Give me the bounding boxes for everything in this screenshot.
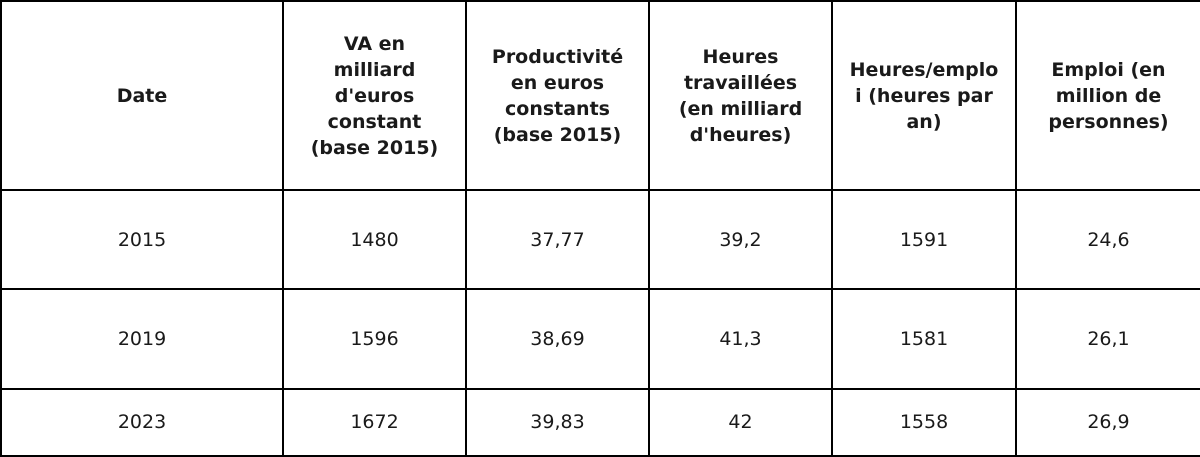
header-row: Date VA en milliard d'euros constant (ba…: [0, 0, 1200, 191]
cell-productivite: 37,77: [465, 188, 650, 291]
cell-heures-travaillees: 42: [648, 387, 833, 457]
cell-va: 1596: [282, 288, 467, 390]
cell-emploi: 26,9: [1015, 387, 1200, 457]
header-productivite: Productivité en euros constants (base 20…: [465, 0, 650, 191]
header-date: Date: [0, 0, 284, 191]
cell-emploi: 24,6: [1015, 188, 1200, 291]
cell-heures-travaillees: 41,3: [648, 288, 833, 390]
header-heures-travaillees: Heures travaillées (en milliard d'heures…: [648, 0, 833, 191]
header-emploi: Emploi (en million de personnes): [1015, 0, 1200, 191]
cell-productivite: 39,83: [465, 387, 650, 457]
cell-va: 1480: [282, 188, 467, 291]
header-va: VA en milliard d'euros constant (base 20…: [282, 0, 467, 191]
cell-date: 2023: [0, 387, 284, 457]
table-row: 2015 1480 37,77 39,2 1591 24,6: [0, 188, 1200, 291]
cell-productivite: 38,69: [465, 288, 650, 390]
cell-heures-emploi: 1591: [831, 188, 1017, 291]
cell-heures-emploi: 1581: [831, 288, 1017, 390]
cell-heures-emploi: 1558: [831, 387, 1017, 457]
table-row: 2019 1596 38,69 41,3 1581 26,1: [0, 288, 1200, 390]
cell-date: 2019: [0, 288, 284, 390]
cell-date: 2015: [0, 188, 284, 291]
cell-heures-travaillees: 39,2: [648, 188, 833, 291]
cell-emploi: 26,1: [1015, 288, 1200, 390]
cell-va: 1672: [282, 387, 467, 457]
table-row: 2023 1672 39,83 42 1558 26,9: [0, 387, 1200, 457]
header-heures-emploi: Heures/emploi (heures par an): [831, 0, 1017, 191]
